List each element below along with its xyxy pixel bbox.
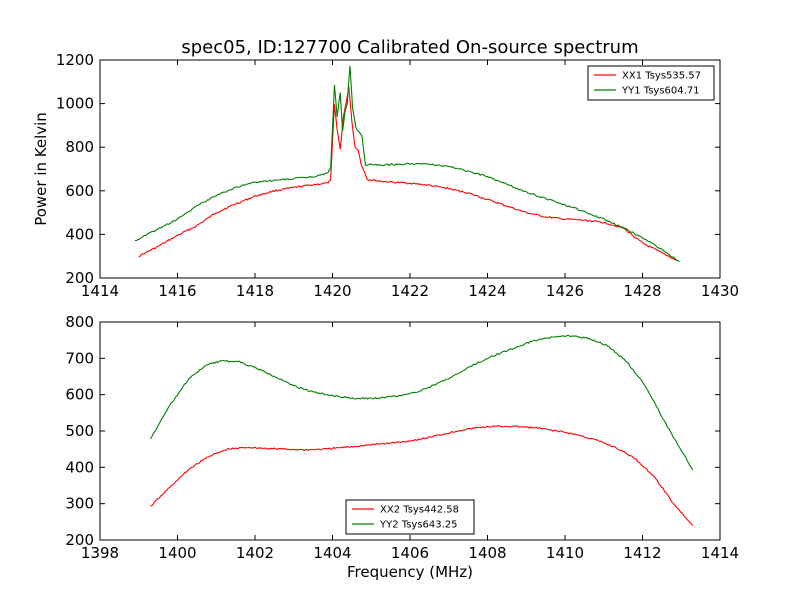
x-tick-label: 1406 <box>391 544 429 562</box>
y-tick-label: 500 <box>65 422 94 440</box>
y-tick-label: 400 <box>65 225 94 243</box>
y-tick-label: 700 <box>65 349 94 367</box>
x-tick-label: 1422 <box>391 282 429 300</box>
y-axis-label: Power in Kelvin <box>32 112 50 226</box>
legend: XX2 Tsys442.58 YY2 Tsys643.25 <box>345 499 475 535</box>
x-tick-label: 1402 <box>236 544 274 562</box>
x-tick-label: 1424 <box>468 282 506 300</box>
x-tick-label: 1412 <box>623 544 661 562</box>
x-tick-label: 1416 <box>158 282 196 300</box>
y-tick-label: 600 <box>65 182 94 200</box>
x-tick-label: 1410 <box>546 544 584 562</box>
x-tick-label: 1426 <box>546 282 584 300</box>
y-tick-label: 300 <box>65 495 94 513</box>
top-spectrum-plot: 1414 1416 1418 1420 1422 1424 1426 1428 1430 200 4… <box>32 51 739 300</box>
x-axis-label: Frequency (MHz) <box>347 563 473 581</box>
legend-entry: YY2 Tsys643.25 <box>379 520 458 531</box>
legend-box <box>587 65 715 101</box>
x-tick-label: 1414 <box>701 544 739 562</box>
x-tick-label: 1430 <box>701 282 739 300</box>
x-tick-label: 1398 <box>81 544 119 562</box>
y-tick-label: 200 <box>65 269 94 287</box>
series-line-yy2 <box>149 334 694 471</box>
y-tick-label: 200 <box>65 531 94 549</box>
y-tick-label: 600 <box>65 386 94 404</box>
x-tick-label: 1404 <box>313 544 351 562</box>
legend-entry: YY1 Tsys604.71 <box>621 86 700 97</box>
y-tick-label: 800 <box>65 313 94 331</box>
y-tick-label: 1000 <box>56 95 94 113</box>
legend-entry: XX1 Tsys535.57 <box>622 71 701 82</box>
series-line-xx2 <box>150 425 694 526</box>
legend-entry: XX2 Tsys442.58 <box>380 505 459 516</box>
y-tick-label: 400 <box>65 458 94 476</box>
y-tick-label: 800 <box>65 138 94 156</box>
x-tick-label: 1428 <box>623 282 661 300</box>
x-tick-label: 1414 <box>81 282 119 300</box>
x-tick-label: 1408 <box>468 544 506 562</box>
series-line-yy1 <box>134 65 680 263</box>
legend: XX1 Tsys535.57 YY1 Tsys604.71 <box>587 65 715 101</box>
chart-title: spec05, ID:127700 Calibrated On-source s… <box>181 37 638 58</box>
series-line-xx1 <box>138 86 680 263</box>
y-tick-label: 1200 <box>56 51 94 69</box>
x-tick-label: 1400 <box>158 544 196 562</box>
legend-box <box>345 499 475 535</box>
x-tick-label: 1420 <box>313 282 351 300</box>
x-tick-label: 1418 <box>236 282 274 300</box>
bottom-spectrum-plot: 1398 1400 1402 1404 1406 1408 1410 1412 1414 200 3… <box>65 313 739 562</box>
